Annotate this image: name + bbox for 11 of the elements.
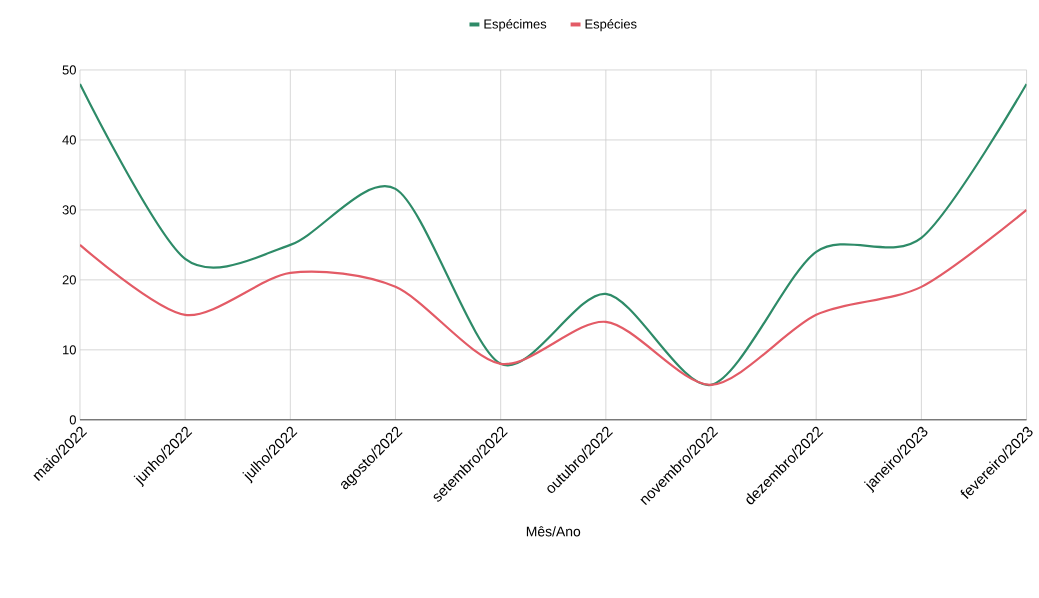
y-tick-label: 0	[69, 415, 76, 425]
y-tick-label: 10	[63, 345, 76, 355]
x-axis-title: Mês/Ano	[526, 526, 581, 537]
y-tick-label: 20	[62, 275, 76, 285]
legend-label: Espécies	[585, 19, 637, 32]
y-tick-label: 40	[62, 135, 76, 145]
y-tick-label: 50	[62, 65, 76, 75]
y-tick-label: 30	[62, 205, 76, 215]
line-series	[79, 82, 1027, 387]
line-series	[79, 208, 1027, 387]
legend-label: Espécimes	[484, 19, 547, 32]
